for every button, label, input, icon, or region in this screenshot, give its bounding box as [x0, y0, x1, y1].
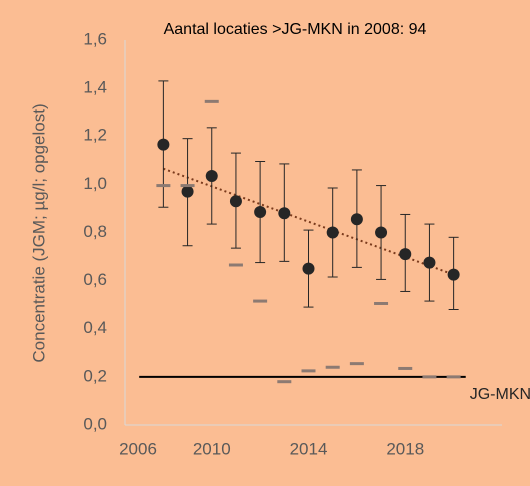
data-point: [205, 169, 218, 182]
reference-label: JG-MKN: [470, 386, 530, 403]
data-point: [278, 207, 291, 220]
x-tick-label: 2018: [386, 439, 424, 458]
data-point: [399, 248, 412, 261]
data-point: [302, 262, 315, 275]
data-point: [326, 226, 339, 239]
x-tick-label: 2010: [193, 439, 231, 458]
y-tick-label: 0,0: [83, 414, 107, 433]
x-tick-label: 2014: [290, 439, 328, 458]
y-axis-label: Concentratie (JGM; µg/l; opgelost): [29, 103, 48, 362]
y-tick-label: 0,4: [83, 318, 107, 337]
data-point: [375, 226, 388, 239]
data-point: [350, 213, 363, 226]
chart-title: Aantal locaties >JG-MKN in 2008: 94: [164, 21, 427, 38]
data-point: [229, 195, 242, 208]
y-tick-label: 1,0: [83, 174, 107, 193]
data-point: [254, 206, 267, 219]
data-point: [423, 256, 436, 269]
data-point: [447, 268, 460, 281]
x-tick-label: 2006: [119, 439, 157, 458]
y-tick-label: 1,4: [83, 78, 107, 97]
y-tick-label: 0,8: [83, 222, 107, 241]
data-point: [181, 185, 194, 198]
y-tick-label: 0,6: [83, 270, 107, 289]
y-tick-label: 0,2: [83, 366, 107, 385]
y-tick-label: 1,2: [83, 126, 107, 145]
data-point: [157, 138, 170, 151]
y-tick-label: 1,6: [83, 29, 107, 48]
